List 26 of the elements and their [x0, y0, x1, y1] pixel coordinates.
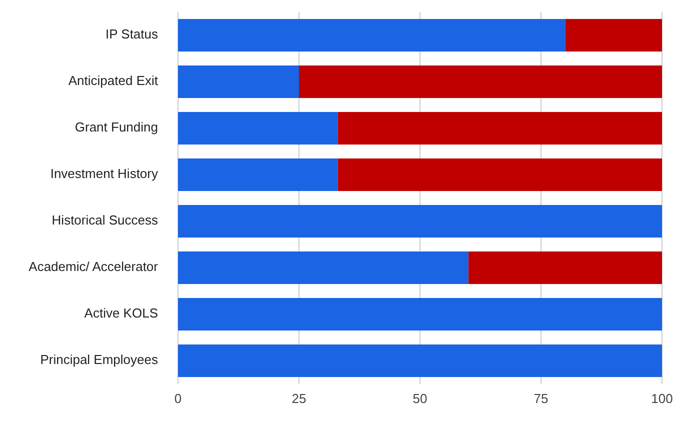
y-tick-label: Academic/ Accelerator	[28, 259, 159, 274]
x-tick-label: 50	[412, 391, 428, 406]
y-tick-label: IP Status	[105, 26, 158, 42]
bar	[299, 65, 662, 98]
bar	[178, 344, 662, 378]
bar	[178, 298, 662, 331]
y-tick-label: Historical Success	[52, 212, 158, 228]
bar	[338, 158, 662, 192]
bar	[178, 204, 662, 238]
bar	[565, 18, 662, 52]
bar	[178, 158, 338, 192]
y-tick-label: Active KOLS	[84, 306, 158, 321]
bar	[178, 65, 299, 98]
y-tick-label: Principal Employees	[40, 352, 158, 368]
y-tick-label: Investment History	[50, 166, 158, 182]
bar	[178, 18, 566, 52]
bar	[468, 251, 662, 284]
bar	[178, 112, 338, 145]
x-tick-label: 75	[534, 391, 548, 406]
x-tick-label: 25	[292, 391, 306, 406]
bar	[178, 251, 468, 284]
y-tick-label: Anticipated Exit	[68, 73, 158, 88]
bar	[338, 112, 662, 145]
x-tick-label: 0	[174, 391, 182, 406]
x-tick-label: 100	[651, 391, 673, 406]
y-tick-label: Grant Funding	[74, 120, 158, 135]
